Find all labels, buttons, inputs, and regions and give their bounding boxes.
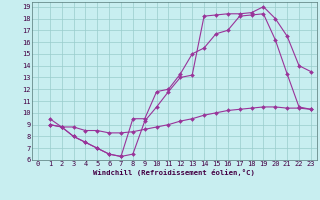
X-axis label: Windchill (Refroidissement éolien,°C): Windchill (Refroidissement éolien,°C) (93, 169, 255, 176)
